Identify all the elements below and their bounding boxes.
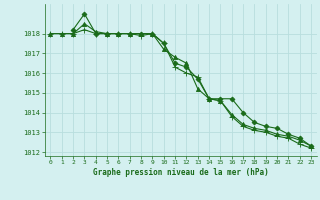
X-axis label: Graphe pression niveau de la mer (hPa): Graphe pression niveau de la mer (hPa) bbox=[93, 168, 269, 177]
